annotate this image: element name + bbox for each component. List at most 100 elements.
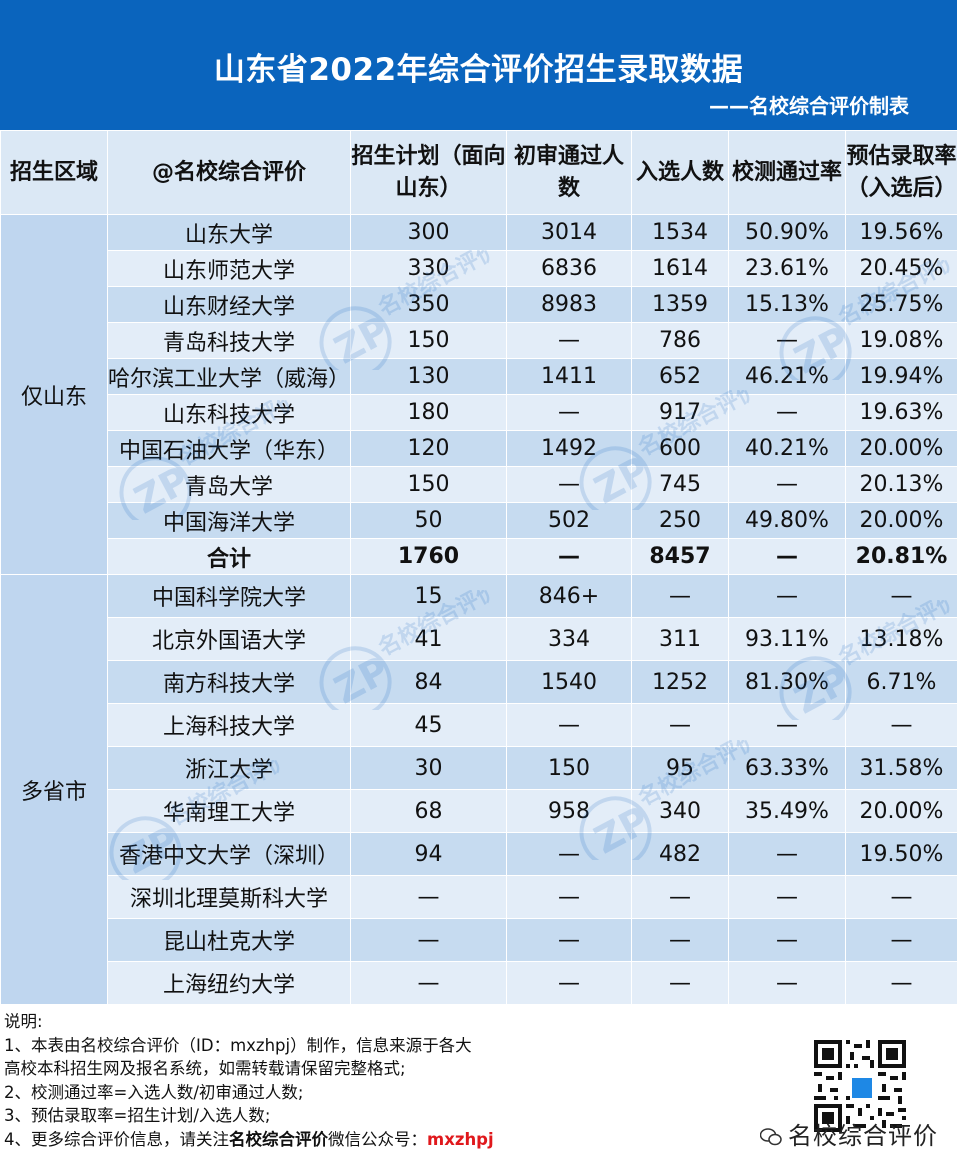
column-header-initial-pass: 初审通过人数 — [506, 130, 632, 215]
plan-count: 50 — [350, 502, 507, 539]
selected-count: 652 — [631, 358, 729, 395]
school-name: 合计 — [107, 538, 351, 575]
table-row: 青岛科技大学 150—786—19.08% — [1, 322, 957, 359]
test-pass-rate: 23.61% — [728, 250, 846, 287]
selected-count: — — [631, 574, 729, 618]
admit-rate: 20.13% — [845, 466, 957, 503]
test-pass-rate: — — [728, 394, 846, 431]
admit-rate: 19.56% — [845, 214, 957, 251]
column-header-plan: 招生计划（面向山东） — [350, 130, 507, 215]
wechat-icon — [760, 1128, 782, 1146]
selected-count: — — [631, 961, 729, 1005]
selected-count: 745 — [631, 466, 729, 503]
admit-rate: 20.81% — [845, 538, 957, 575]
school-name: 上海纽约大学 — [107, 961, 351, 1005]
admit-rate: 25.75% — [845, 286, 957, 323]
plan-count: — — [350, 875, 507, 919]
note-4-mid: 微信公众号： — [328, 1129, 427, 1149]
region-cell: 多省市 — [0, 574, 108, 1005]
test-pass-rate: 81.30% — [728, 660, 846, 704]
note-4-id: mxzhpj — [427, 1129, 494, 1149]
admit-rate: 19.08% — [845, 322, 957, 359]
admit-rate: — — [845, 703, 957, 747]
total-row: 合计 1760—8457—20.81% — [1, 538, 957, 575]
table-row: 南方科技大学 84 1540 1252 81.30% 6.71% — [1, 660, 957, 704]
initial-pass-count: — — [506, 832, 632, 876]
admit-rate: 20.45% — [845, 250, 957, 287]
table-row: 昆山杜克大学 — — — — — — [1, 918, 957, 962]
column-header-selected: 入选人数 — [631, 130, 729, 215]
admit-rate: — — [845, 918, 957, 962]
test-pass-rate: 40.21% — [728, 430, 846, 467]
school-name: 昆山杜克大学 — [107, 918, 351, 962]
admit-rate: 20.00% — [845, 502, 957, 539]
plan-count: 150 — [350, 466, 507, 503]
test-pass-rate: — — [728, 322, 846, 359]
initial-pass-count: — — [506, 875, 632, 919]
table-credit: ——名校综合评价制表 — [709, 94, 909, 118]
note-4-prefix: 4、更多综合评价信息，请关注 — [4, 1129, 229, 1149]
plan-count: — — [350, 961, 507, 1005]
wechat-account-label: 名校综合评价 — [760, 1116, 938, 1151]
initial-pass-count: — — [506, 961, 632, 1005]
initial-pass-count: — — [506, 538, 632, 575]
test-pass-rate: 50.90% — [728, 214, 846, 251]
plan-count: 1760 — [350, 538, 507, 575]
admit-rate: 20.00% — [845, 430, 957, 467]
selected-count: 600 — [631, 430, 729, 467]
page-title: 山东省2022年综合评价招生录取数据 — [213, 52, 744, 88]
plan-count: 68 — [350, 789, 507, 833]
plan-count: 150 — [350, 322, 507, 359]
admit-rate: 19.50% — [845, 832, 957, 876]
plan-count: 350 — [350, 286, 507, 323]
initial-pass-count: 334 — [506, 617, 632, 661]
admit-rate: 13.18% — [845, 617, 957, 661]
selected-count: 95 — [631, 746, 729, 790]
admit-rate: — — [845, 961, 957, 1005]
region-cell: 仅山东 — [0, 214, 108, 575]
selected-count: — — [631, 875, 729, 919]
note-3: 3、预估录取率=招生计划/入选人数; — [4, 1106, 271, 1125]
school-name: 中国石油大学（华东） — [107, 430, 351, 467]
table-row: 北京外国语大学 41 334 311 93.11% 13.18% — [1, 617, 957, 661]
note-1a: 1、本表由名校综合评价（ID：mxzhpj）制作，信息来源于各大 — [4, 1035, 472, 1055]
test-pass-rate: 63.33% — [728, 746, 846, 790]
selected-count: 917 — [631, 394, 729, 431]
table-row: 山东财经大学 350 8983 1359 15.13% 25.75% — [1, 286, 957, 323]
school-name: 南方科技大学 — [107, 660, 351, 704]
selected-count: 311 — [631, 617, 729, 661]
test-pass-rate: 15.13% — [728, 286, 846, 323]
column-header-test-pass-rate: 校测通过率 — [728, 130, 846, 215]
plan-count: 94 — [350, 832, 507, 876]
table-row: 浙江大学 30 150 95 63.33% 31.58% — [1, 746, 957, 790]
selected-count: 1359 — [631, 286, 729, 323]
selected-count: 1252 — [631, 660, 729, 704]
title-banner: 山东省2022年综合评价招生录取数据 ——名校综合评价制表 — [0, 0, 957, 130]
table-row: 上海纽约大学 — — — — — — [1, 961, 957, 1005]
initial-pass-count: 846+ — [506, 574, 632, 618]
note-2: 2、校测通过率=入选人数/初审通过人数; — [4, 1082, 304, 1102]
admit-rate: 19.63% — [845, 394, 957, 431]
initial-pass-count: — — [506, 703, 632, 747]
test-pass-rate: — — [728, 574, 846, 618]
plan-count: 120 — [350, 430, 507, 467]
plan-count: 330 — [350, 250, 507, 287]
column-header-admit-rate: 预估录取率（入选后） — [845, 130, 957, 215]
initial-pass-count: 150 — [506, 746, 632, 790]
admit-rate: 31.58% — [845, 746, 957, 790]
test-pass-rate: 93.11% — [728, 617, 846, 661]
test-pass-rate: — — [728, 875, 846, 919]
plan-count: 41 — [350, 617, 507, 661]
column-header-school: @名校综合评价 — [107, 130, 351, 215]
note-1b: 高校本科招生网及报名系统，如需转载请保留完整格式; — [4, 1059, 406, 1078]
table-row: 山东师范大学 330 6836 1614 23.61% 20.45% — [1, 250, 957, 287]
selected-count: 786 — [631, 322, 729, 359]
initial-pass-count: 958 — [506, 789, 632, 833]
table-row: 深圳北理莫斯科大学 — — — — — — [1, 875, 957, 919]
wechat-account-name: 名校综合评价 — [788, 1122, 938, 1150]
school-name: 青岛大学 — [107, 466, 351, 503]
school-name: 深圳北理莫斯科大学 — [107, 875, 351, 919]
table-row: 中国石油大学（华东） 120 1492 600 40.21% 20.00% — [1, 430, 957, 467]
initial-pass-count: — — [506, 918, 632, 962]
school-name: 山东科技大学 — [107, 394, 351, 431]
